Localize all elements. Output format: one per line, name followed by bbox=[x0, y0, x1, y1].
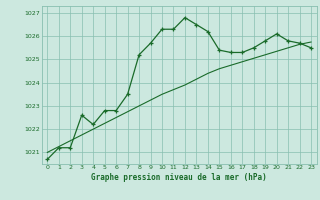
X-axis label: Graphe pression niveau de la mer (hPa): Graphe pression niveau de la mer (hPa) bbox=[91, 173, 267, 182]
